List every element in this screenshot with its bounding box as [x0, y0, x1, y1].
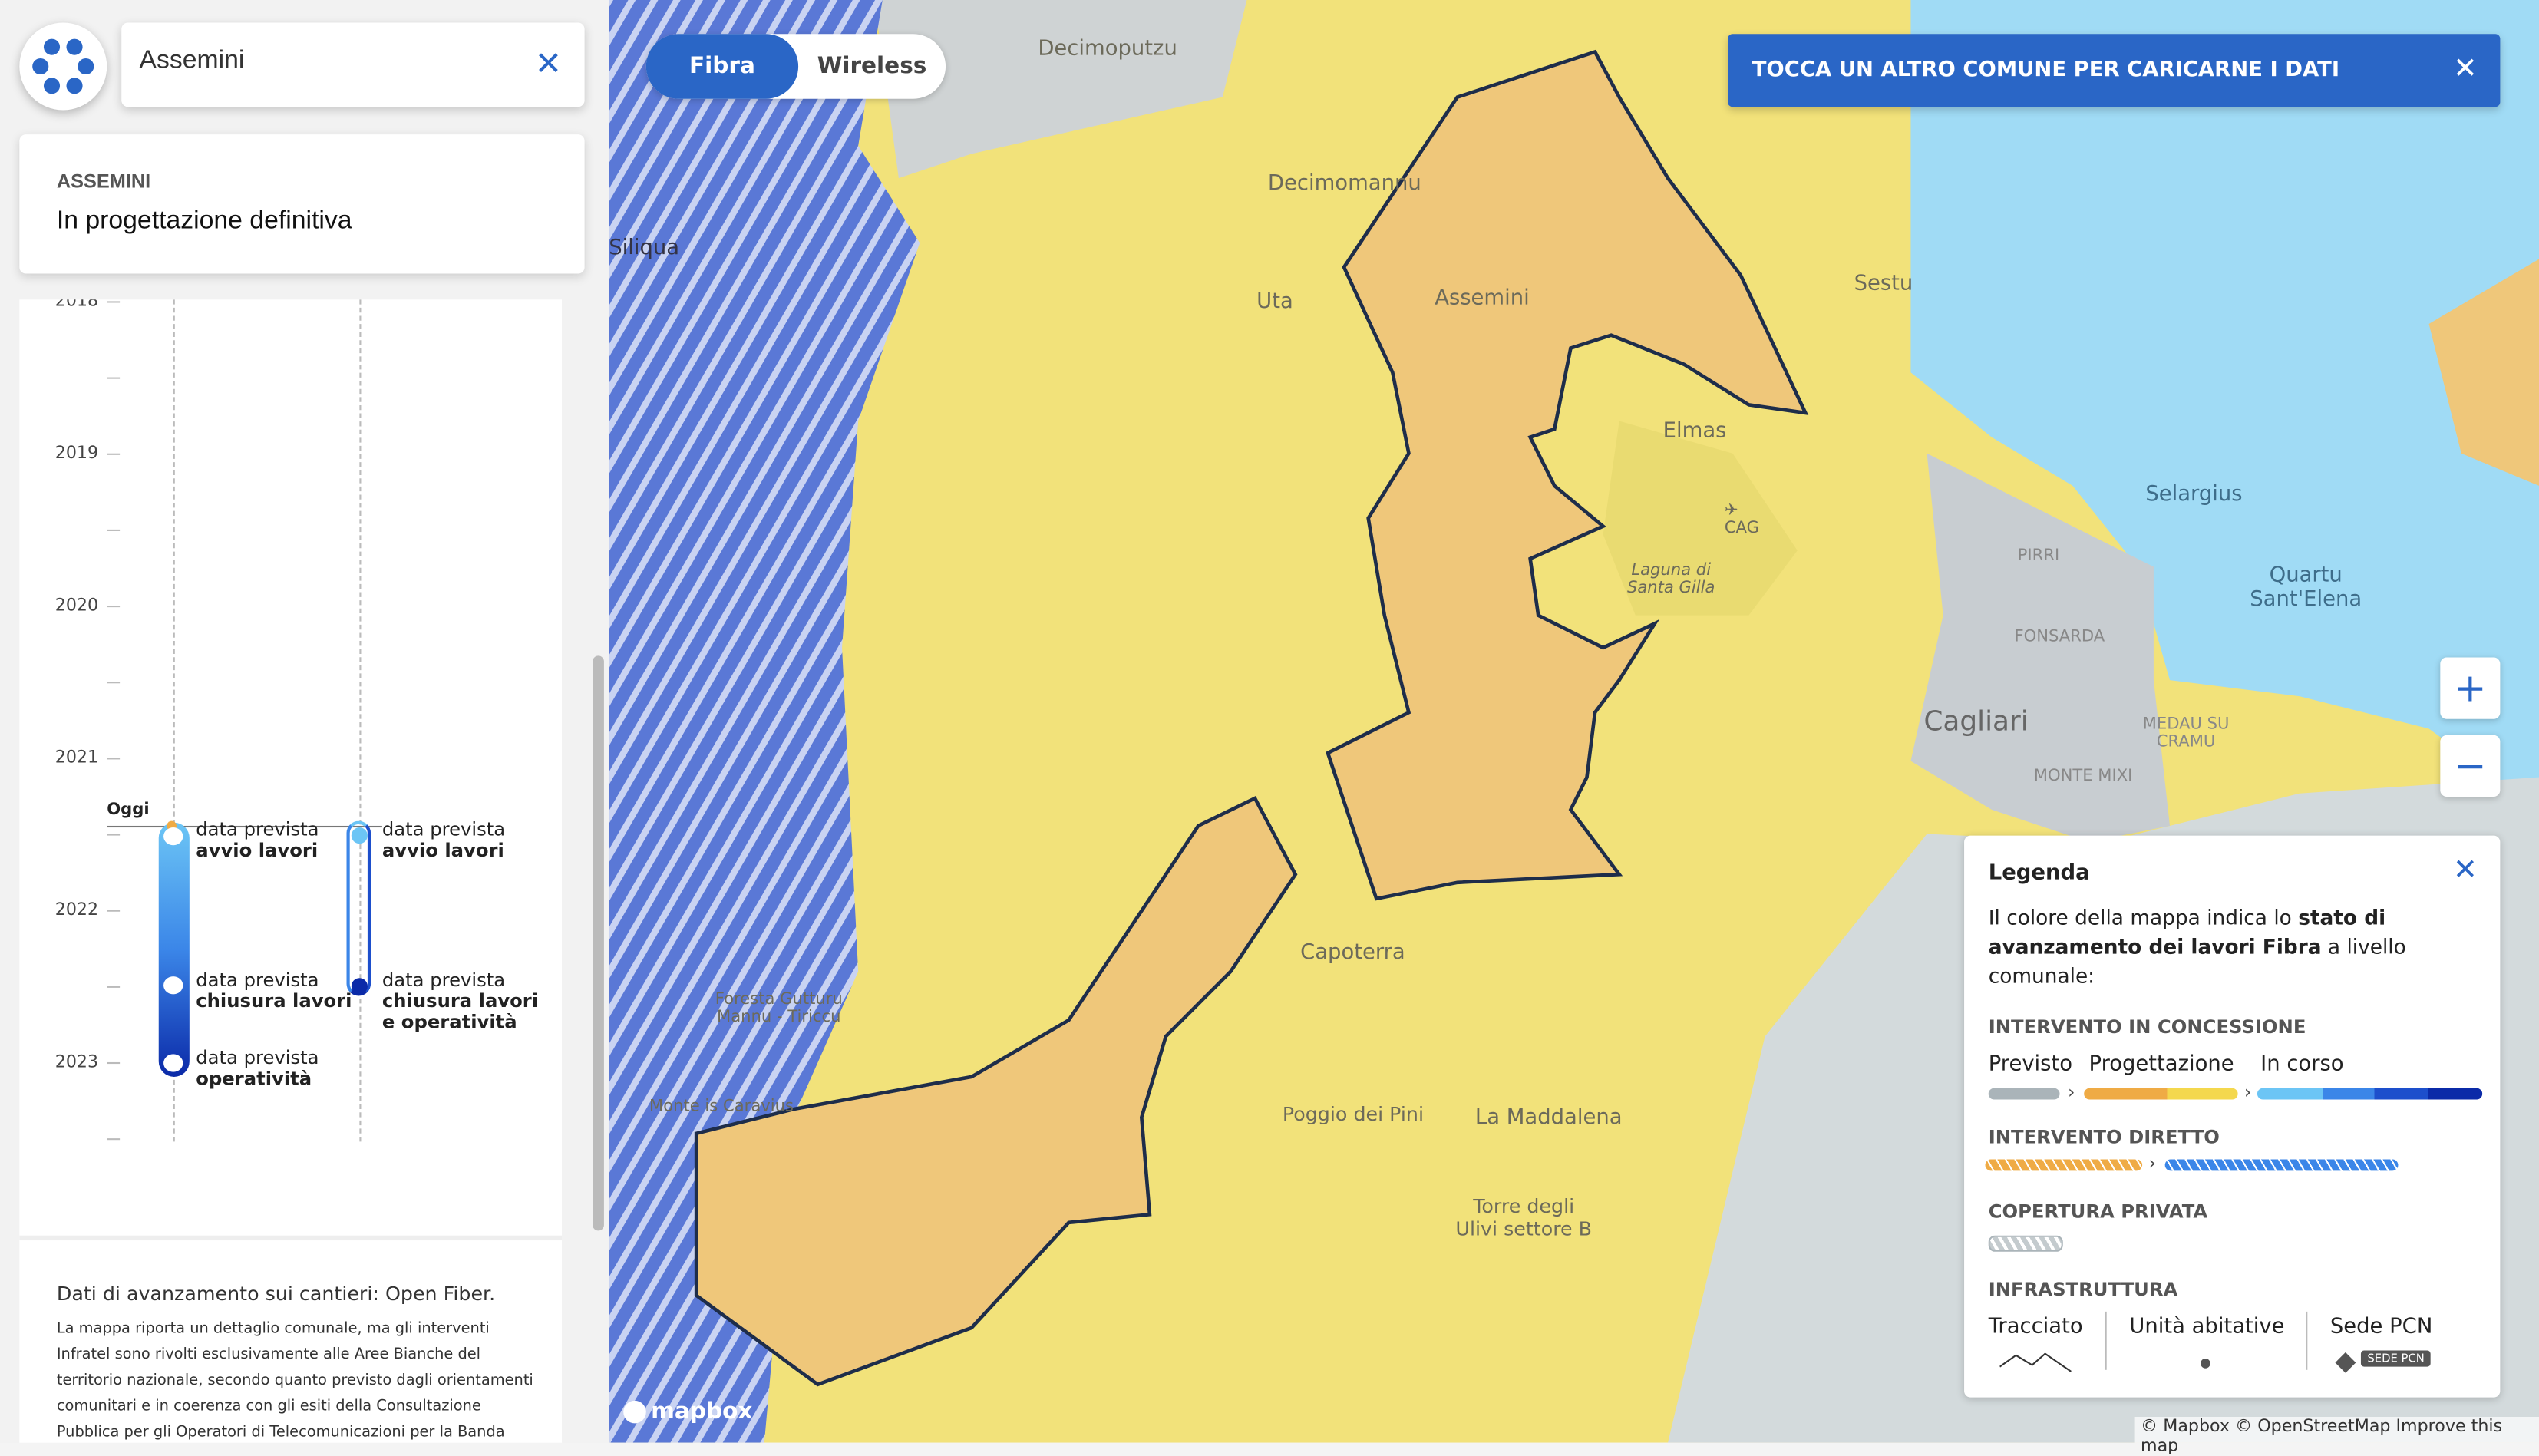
source-title: Dati di avanzamento sui cantieri: Open F… — [56, 1282, 496, 1306]
legend-description: Il colore della mappa indica lo stato di… — [1988, 905, 2406, 988]
map-label: FONSARDA — [2014, 628, 2105, 646]
logo-icon — [32, 38, 94, 94]
map-label: Decimomannu — [1267, 171, 1421, 196]
map-label: La Maddalena — [1474, 1105, 1623, 1131]
stage-previsto: Previsto — [1988, 1052, 2072, 1077]
today-label: Oggi — [107, 801, 150, 820]
map-label: PIRRI — [2017, 547, 2060, 566]
label-chiusura-operativita: data prevista chiusura lavori e operativit… — [381, 968, 539, 1033]
source-text: La mappa riporta un dettaglio comunale, … — [56, 1319, 533, 1441]
bar-progettazione — [2084, 1088, 2238, 1100]
bar-copertura-privata — [1988, 1235, 2063, 1252]
label-avvio-lavori-diretto: data prevista avvio lavori — [381, 817, 506, 862]
legend-title: Legenda — [1988, 861, 2090, 886]
search-input[interactable] — [136, 45, 515, 78]
year-label: 2021 — [54, 748, 99, 768]
timeline-bar-concessione — [158, 822, 190, 1077]
map-label: MONTE MIXI — [2033, 767, 2133, 786]
timeline-panel: 2018 2019 2020 2021 2022 2023 Oggi data … — [19, 299, 563, 1443]
mapbox-logo[interactable]: mapbox — [623, 1399, 752, 1425]
map-label: Foresta Gutturu Mannu - Tiriccu — [715, 991, 843, 1027]
clear-search-icon[interactable]: ✕ — [534, 43, 563, 83]
legend-panel: Legenda ✕ Il colore della mappa indica l… — [1964, 835, 2501, 1398]
banner-text: TOCCA UN ALTRO COMUNE PER CARICARNE I DA… — [1752, 58, 2340, 83]
tracciato-line-icon — [1999, 1352, 2072, 1372]
sidebar-scrollbar[interactable] — [593, 655, 604, 1231]
map-label: Elmas — [1662, 419, 1727, 444]
map-label: MEDAU SU CRAMU — [2142, 715, 2230, 751]
assemini-boundary — [694, 49, 1809, 1387]
year-label: 2019 — [54, 444, 99, 464]
zoom-out-button[interactable]: − — [2440, 735, 2501, 797]
map-attribution[interactable]: © Mapbox © OpenStreetMap Improve this ma… — [2134, 1416, 2539, 1456]
map-label: Monte is Caravius — [649, 1098, 794, 1116]
toggle-fibra[interactable]: Fibra — [645, 34, 799, 99]
stage-progettazione: Progettazione — [2088, 1052, 2234, 1077]
year-label: 2022 — [54, 900, 99, 920]
label-avvio-lavori: data prevista avvio lavori — [196, 817, 319, 862]
legend-unita-abitative: Unità abitative — [2129, 1315, 2285, 1339]
map-label: Decimoputzu — [1038, 37, 1177, 62]
map-label: ✈ CAG — [1724, 502, 1759, 538]
comune-info-card: ASSEMINI In progettazione definitiva — [19, 134, 585, 274]
section-concessione: INTERVENTO IN CONCESSIONE — [1988, 1015, 2306, 1038]
toggle-wireless[interactable]: Wireless — [817, 53, 927, 80]
sede-diamond-icon — [2335, 1352, 2356, 1373]
year-label: 2018 — [54, 299, 99, 312]
map-label: Siliqua — [609, 236, 680, 261]
legend-tracciato: Tracciato — [1988, 1315, 2083, 1339]
data-source-note: Dati di avanzamento sui cantieri: Open F… — [19, 1235, 563, 1441]
year-label: 2020 — [54, 596, 99, 616]
search-box[interactable]: ✕ — [121, 22, 585, 107]
sede-pcn-badge: SEDE PCN — [2360, 1350, 2432, 1367]
bar-in-corso — [2257, 1088, 2483, 1100]
banner-close-icon[interactable]: ✕ — [2452, 51, 2478, 86]
map-label: Assemini — [1435, 286, 1530, 312]
map-label: Laguna di Santa Gilla — [1626, 562, 1715, 598]
map-label: Quartu Sant'Elena — [2250, 563, 2362, 612]
stage-in-corso: In corso — [2260, 1052, 2344, 1077]
comune-status: In progettazione definitiva — [56, 207, 352, 235]
map-label: Uta — [1256, 289, 1293, 315]
sidebar: ✕ ASSEMINI In progettazione definitiva 2… — [0, 0, 609, 1443]
map-label: Torre degli Ulivi settore B — [1455, 1194, 1593, 1241]
bar-diretto-in-corso — [2164, 1159, 2399, 1171]
info-banner: TOCCA UN ALTRO COMUNE PER CARICARNE I DA… — [1728, 34, 2501, 107]
map-label: Capoterra — [1300, 940, 1405, 966]
map-label: Cagliari — [1923, 705, 2029, 739]
legend-sede-pcn: Sede PCN — [2329, 1315, 2433, 1339]
comune-name: ASSEMINI — [56, 170, 151, 193]
network-type-toggle[interactable]: Fibra Wireless — [645, 34, 946, 99]
label-chiusura-lavori: data prevista chiusura lavori — [196, 968, 352, 1012]
unita-dot-icon — [2201, 1359, 2210, 1369]
label-operativita: data prevista operatività — [196, 1045, 319, 1090]
section-copertura-privata: COPERTURA PRIVATA — [1988, 1200, 2208, 1223]
year-label: 2023 — [54, 1052, 99, 1072]
map-label: Sestu — [1854, 272, 1913, 297]
section-infrastruttura: INFRASTRUTTURA — [1988, 1277, 2178, 1301]
map-label: Poggio dei Pini — [1282, 1102, 1425, 1126]
infratel-logo[interactable] — [19, 22, 107, 111]
bar-diretto-progettazione — [1985, 1159, 2143, 1171]
legend-close-icon[interactable]: ✕ — [2452, 853, 2478, 888]
map-label: Selargius — [2145, 482, 2243, 507]
zoom-in-button[interactable]: + — [2440, 657, 2501, 719]
section-diretto: INTERVENTO DIRETTO — [1988, 1125, 2220, 1148]
bar-previsto — [1988, 1088, 2060, 1100]
